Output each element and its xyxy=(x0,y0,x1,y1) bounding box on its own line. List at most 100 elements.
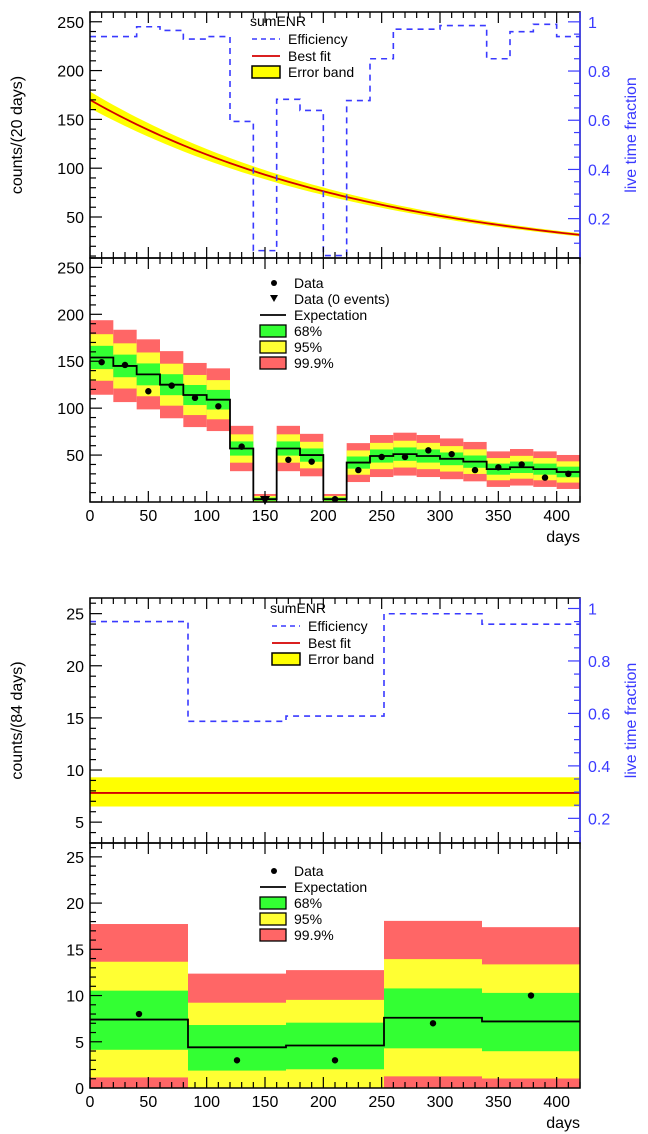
data-point xyxy=(565,470,572,478)
efficiency-line xyxy=(90,23,580,257)
y2-axis-label: live time fraction xyxy=(623,663,640,779)
legend-data-swatch xyxy=(271,868,277,874)
data-point xyxy=(518,461,525,468)
y-tick-label: 200 xyxy=(57,64,84,81)
data-point xyxy=(401,453,409,461)
y-tick-label: 150 xyxy=(57,112,84,129)
legend-band-swatch xyxy=(259,340,287,354)
y-tick-label: 15 xyxy=(66,942,84,959)
data-point xyxy=(471,466,479,474)
y-tick-label: 10 xyxy=(66,763,84,780)
legend-band-swatch xyxy=(259,928,287,942)
legend-label: 99.9% xyxy=(294,355,334,371)
x-tick-label: 50 xyxy=(139,508,157,525)
legend-errorband-label: Error band xyxy=(308,651,374,667)
x-tick-label: 400 xyxy=(543,508,570,525)
y-tick-label: 100 xyxy=(57,161,84,178)
x-tick-label: 100 xyxy=(193,1094,220,1111)
data-point xyxy=(121,361,129,369)
y-tick-label: 15 xyxy=(66,711,84,728)
data-point xyxy=(215,403,222,410)
data-point xyxy=(98,358,105,366)
legend-zero-swatch xyxy=(270,295,278,302)
data-point xyxy=(191,394,199,402)
legend-bestfit-label: Best fit xyxy=(288,48,331,64)
legend-label: Data (0 events) xyxy=(294,291,390,307)
legend-band-swatch xyxy=(259,912,287,926)
expectation-line xyxy=(90,1016,580,1049)
legend-label: Expectation xyxy=(294,879,367,895)
legend-data-swatch xyxy=(271,280,277,286)
legend-title: sumENR xyxy=(270,600,326,616)
legend-errorband-label: Error band xyxy=(288,64,354,80)
data-point xyxy=(285,456,292,463)
efficiency-line xyxy=(90,612,580,723)
y2-tick-label: 0.8 xyxy=(588,64,610,81)
y-tick-label: 150 xyxy=(57,354,84,371)
y-tick-label: 5 xyxy=(75,1035,84,1052)
legend-errorband-swatch xyxy=(271,652,301,666)
x-tick-label: 300 xyxy=(427,508,454,525)
legend-label: 95% xyxy=(294,339,322,355)
legend-band-swatch xyxy=(259,324,287,338)
legend-label: Data xyxy=(294,275,324,291)
legend-efficiency-label: Efficiency xyxy=(308,618,368,634)
y2-tick-label: 1 xyxy=(588,15,597,32)
y2-tick-label: 1 xyxy=(588,601,597,618)
legend-label: Expectation xyxy=(294,307,367,323)
x-axis-label: days xyxy=(546,1115,580,1132)
legend-label: 68% xyxy=(294,895,322,911)
legend-title: sumENR xyxy=(250,13,306,29)
y-tick-label: 0 xyxy=(75,1081,84,1098)
x-axis-label: days xyxy=(546,529,580,546)
y-tick-label: 25 xyxy=(66,607,84,624)
x-tick-label: 0 xyxy=(86,1094,95,1111)
x-tick-label: 300 xyxy=(427,1094,454,1111)
data-point xyxy=(495,464,502,471)
x-tick-label: 400 xyxy=(543,1094,570,1111)
y-tick-label: 10 xyxy=(66,989,84,1006)
x-tick-label: 0 xyxy=(86,508,95,525)
x-tick-label: 100 xyxy=(193,508,220,525)
data-point xyxy=(448,450,455,458)
legend-label: 95% xyxy=(294,911,322,927)
x-tick-label: 200 xyxy=(310,508,337,525)
y2-tick-label: 0.8 xyxy=(588,654,610,671)
y-axis-label: counts/(84 days) xyxy=(9,661,26,779)
y-tick-label: 25 xyxy=(66,850,84,867)
data-point xyxy=(233,1057,241,1064)
data-point xyxy=(527,992,535,999)
legend-efficiency-label: Efficiency xyxy=(288,31,348,47)
y2-tick-label: 0.6 xyxy=(588,706,610,723)
y-tick-label: 200 xyxy=(57,307,84,324)
data-point xyxy=(425,447,432,454)
x-tick-label: 50 xyxy=(139,1094,157,1111)
y2-axis-label: live time fraction xyxy=(623,77,640,193)
y-tick-label: 20 xyxy=(66,896,84,913)
y2-tick-label: 0.6 xyxy=(588,113,610,130)
y-tick-label: 250 xyxy=(57,15,84,32)
data-point xyxy=(145,388,152,395)
error-band xyxy=(90,91,580,237)
best-fit-line xyxy=(89,99,581,236)
y2-tick-label: 0.4 xyxy=(588,162,610,179)
legend-label: 68% xyxy=(294,323,322,339)
data-point xyxy=(429,1020,437,1027)
x-tick-label: 350 xyxy=(485,1094,512,1111)
legend-band-swatch xyxy=(259,356,287,370)
x-tick-label: 200 xyxy=(310,1094,337,1111)
data-point xyxy=(355,466,362,474)
y-tick-label: 100 xyxy=(57,401,84,418)
y-tick-label: 20 xyxy=(66,659,84,676)
y2-tick-label: 0.2 xyxy=(588,212,610,229)
data-point xyxy=(308,458,315,465)
legend-label: 99.9% xyxy=(294,927,334,943)
x-tick-label: 150 xyxy=(252,508,279,525)
data-point xyxy=(168,382,175,389)
x-tick-label: 150 xyxy=(252,1094,279,1111)
y2-tick-label: 0.4 xyxy=(588,759,610,776)
data-point xyxy=(238,443,245,450)
legend-band-swatch xyxy=(259,896,287,910)
y-axis-label: counts/(20 days) xyxy=(9,76,26,194)
